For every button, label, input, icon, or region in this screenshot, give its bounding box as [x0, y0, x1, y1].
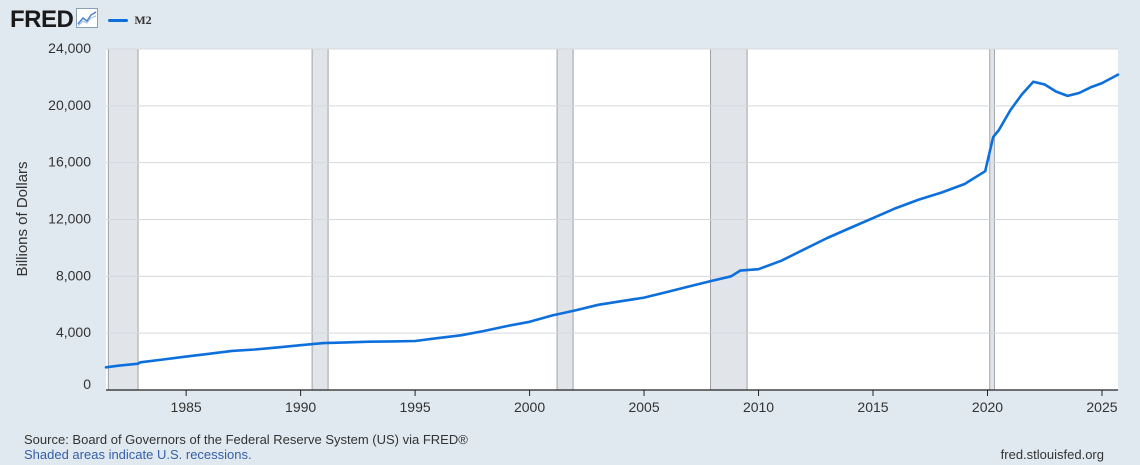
data-point: [1089, 86, 1092, 89]
source-text: Source: Board of Governors of the Federa…: [24, 432, 468, 447]
data-point: [368, 340, 371, 343]
y-tick-label: 20,000: [48, 97, 91, 113]
data-point: [528, 320, 531, 323]
data-point: [276, 346, 279, 349]
data-point: [826, 237, 829, 239]
y-tick-label: 24,000: [48, 40, 91, 56]
data-point: [185, 355, 188, 358]
data-point: [780, 259, 783, 262]
y-tick-label: 12,000: [48, 211, 91, 227]
data-point: [1101, 82, 1103, 84]
x-tick-label: 1985: [171, 399, 202, 415]
data-point: [345, 341, 348, 344]
chart-legend: M2: [108, 12, 152, 28]
x-axis-ticks: 1985 1990 1995 2000 2005 2010 2015 2020 2025: [171, 390, 1118, 415]
data-point: [1032, 80, 1035, 83]
y-tick-label: 0: [83, 376, 91, 392]
data-point: [137, 362, 140, 365]
data-point: [437, 337, 439, 339]
data-point: [688, 285, 691, 288]
fred-website-link[interactable]: fred.stlouisfed.org: [1000, 447, 1104, 462]
legend-swatch: [108, 18, 129, 22]
fred-logo[interactable]: FRED: [10, 6, 74, 33]
y-tick-label: 16,000: [48, 154, 91, 170]
data-point: [849, 227, 851, 229]
data-point: [116, 364, 119, 367]
data-point: [963, 183, 966, 185]
y-axis-title: Billions of Dollars: [14, 161, 31, 276]
chart-header: FRED M2: [10, 6, 152, 34]
recession-note-link[interactable]: Shaded areas indicate U.S. recessions.: [24, 447, 252, 462]
data-point: [299, 344, 302, 347]
data-point: [105, 366, 107, 369]
grid-lines: [106, 48, 1118, 334]
data-point: [322, 342, 325, 344]
chart-footer: Source: Board of Governors of the Federa…: [24, 432, 468, 462]
data-point: [460, 334, 462, 337]
data-point: [998, 129, 1000, 131]
x-tick-label: 2015: [857, 399, 888, 415]
data-point: [739, 269, 742, 272]
y-tick-label: 4,000: [56, 324, 91, 340]
data-point: [391, 340, 394, 343]
data-point: [597, 303, 600, 306]
data-point: [1009, 109, 1012, 111]
data-point: [1020, 93, 1023, 96]
data-point: [1066, 95, 1069, 97]
data-point: [872, 217, 874, 220]
data-point: [505, 325, 508, 327]
data-point: [711, 279, 714, 282]
data-point: [253, 348, 256, 351]
data-point: [574, 309, 577, 312]
x-tick-label: 1990: [285, 399, 316, 415]
x-tick-label: 1995: [400, 399, 431, 415]
data-point: [643, 296, 645, 299]
data-point: [551, 314, 554, 317]
data-point: [757, 268, 760, 271]
data-point: [940, 191, 943, 194]
series-layer: [104, 73, 1120, 369]
data-point: [992, 136, 995, 139]
x-tick-label: 2005: [628, 399, 659, 415]
x-tick-label: 2010: [743, 399, 774, 415]
data-point: [666, 291, 668, 293]
data-point: [1117, 73, 1119, 76]
chart-line-icon: [76, 7, 99, 33]
data-point: [988, 150, 991, 153]
data-point: [1055, 90, 1058, 93]
data-point: [482, 330, 485, 332]
data-point: [730, 275, 732, 278]
data-point: [414, 340, 416, 342]
y-axis-ticks: 0 4,000 8,000 12,000 16,000 20,000 24,000: [48, 40, 91, 392]
data-point: [1043, 83, 1046, 86]
data-point: [984, 170, 987, 173]
data-point: [1078, 92, 1080, 94]
x-tick-label: 2020: [972, 399, 1003, 415]
data-point: [803, 248, 806, 251]
data-point: [620, 300, 623, 303]
data-point: [139, 361, 142, 364]
data-point: [162, 358, 165, 361]
data-point: [231, 350, 233, 352]
data-point: [895, 207, 897, 210]
legend-label: M2: [134, 12, 152, 27]
x-tick-label: 2025: [1086, 399, 1117, 415]
y-tick-label: 8,000: [56, 267, 91, 283]
data-point: [208, 352, 210, 355]
data-point: [917, 198, 920, 201]
x-tick-label: 2000: [514, 399, 545, 415]
